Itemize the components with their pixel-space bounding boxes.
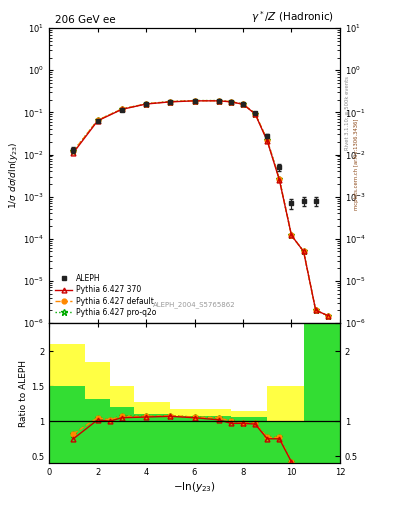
Text: ALEPH_2004_S5765862: ALEPH_2004_S5765862: [153, 302, 236, 308]
Legend: ALEPH, Pythia 6.427 370, Pythia 6.427 default, Pythia 6.427 pro-q2o: ALEPH, Pythia 6.427 370, Pythia 6.427 de…: [53, 272, 158, 319]
Y-axis label: Ratio to ALEPH: Ratio to ALEPH: [19, 359, 28, 426]
Text: Rivet 3.1.10; ≥ 500k events: Rivet 3.1.10; ≥ 500k events: [345, 76, 350, 150]
Text: 206 GeV ee: 206 GeV ee: [55, 15, 116, 25]
X-axis label: $-\ln(y_{23})$: $-\ln(y_{23})$: [173, 480, 216, 494]
Text: $\gamma^*/Z$ (Hadronic): $\gamma^*/Z$ (Hadronic): [251, 9, 334, 25]
Text: mcplots.cern.ch [arXiv:1306.3436]: mcplots.cern.ch [arXiv:1306.3436]: [354, 118, 359, 209]
Y-axis label: $1/\sigma\ d\sigma/d\ln(y_{23})$: $1/\sigma\ d\sigma/d\ln(y_{23})$: [7, 142, 20, 209]
